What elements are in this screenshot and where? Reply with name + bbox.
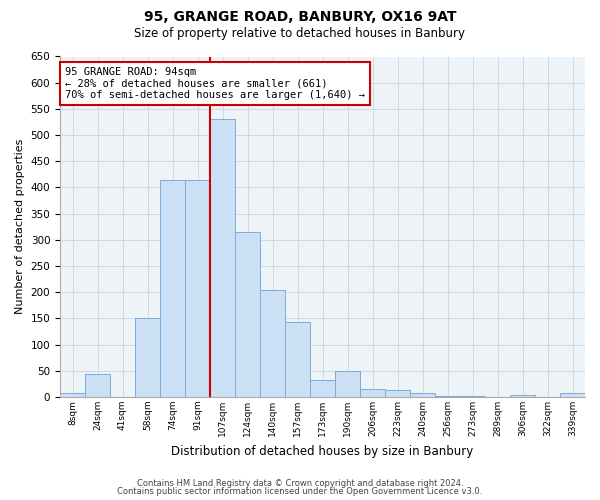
Bar [235, 232, 260, 397]
Bar [335, 371, 360, 397]
Bar [310, 380, 335, 397]
Text: Contains HM Land Registry data © Crown copyright and database right 2024.: Contains HM Land Registry data © Crown c… [137, 478, 463, 488]
Text: Size of property relative to detached houses in Banbury: Size of property relative to detached ho… [134, 28, 466, 40]
Bar [135, 318, 160, 397]
Text: Contains public sector information licensed under the Open Government Licence v3: Contains public sector information licen… [118, 487, 482, 496]
Text: 95 GRANGE ROAD: 94sqm
← 28% of detached houses are smaller (661)
70% of semi-det: 95 GRANGE ROAD: 94sqm ← 28% of detached … [65, 66, 365, 100]
Bar [360, 389, 385, 397]
Bar [60, 393, 85, 397]
Bar [435, 396, 460, 397]
Bar [260, 290, 285, 397]
Bar [160, 180, 185, 397]
Bar [185, 180, 210, 397]
Text: 95, GRANGE ROAD, BANBURY, OX16 9AT: 95, GRANGE ROAD, BANBURY, OX16 9AT [144, 10, 456, 24]
Bar [560, 394, 585, 397]
Bar [385, 390, 410, 397]
Bar [460, 396, 485, 397]
Bar [210, 120, 235, 397]
Bar [285, 322, 310, 397]
Y-axis label: Number of detached properties: Number of detached properties [15, 139, 25, 314]
Bar [510, 396, 535, 397]
Bar [410, 394, 435, 397]
X-axis label: Distribution of detached houses by size in Banbury: Distribution of detached houses by size … [172, 444, 473, 458]
Bar [85, 374, 110, 397]
